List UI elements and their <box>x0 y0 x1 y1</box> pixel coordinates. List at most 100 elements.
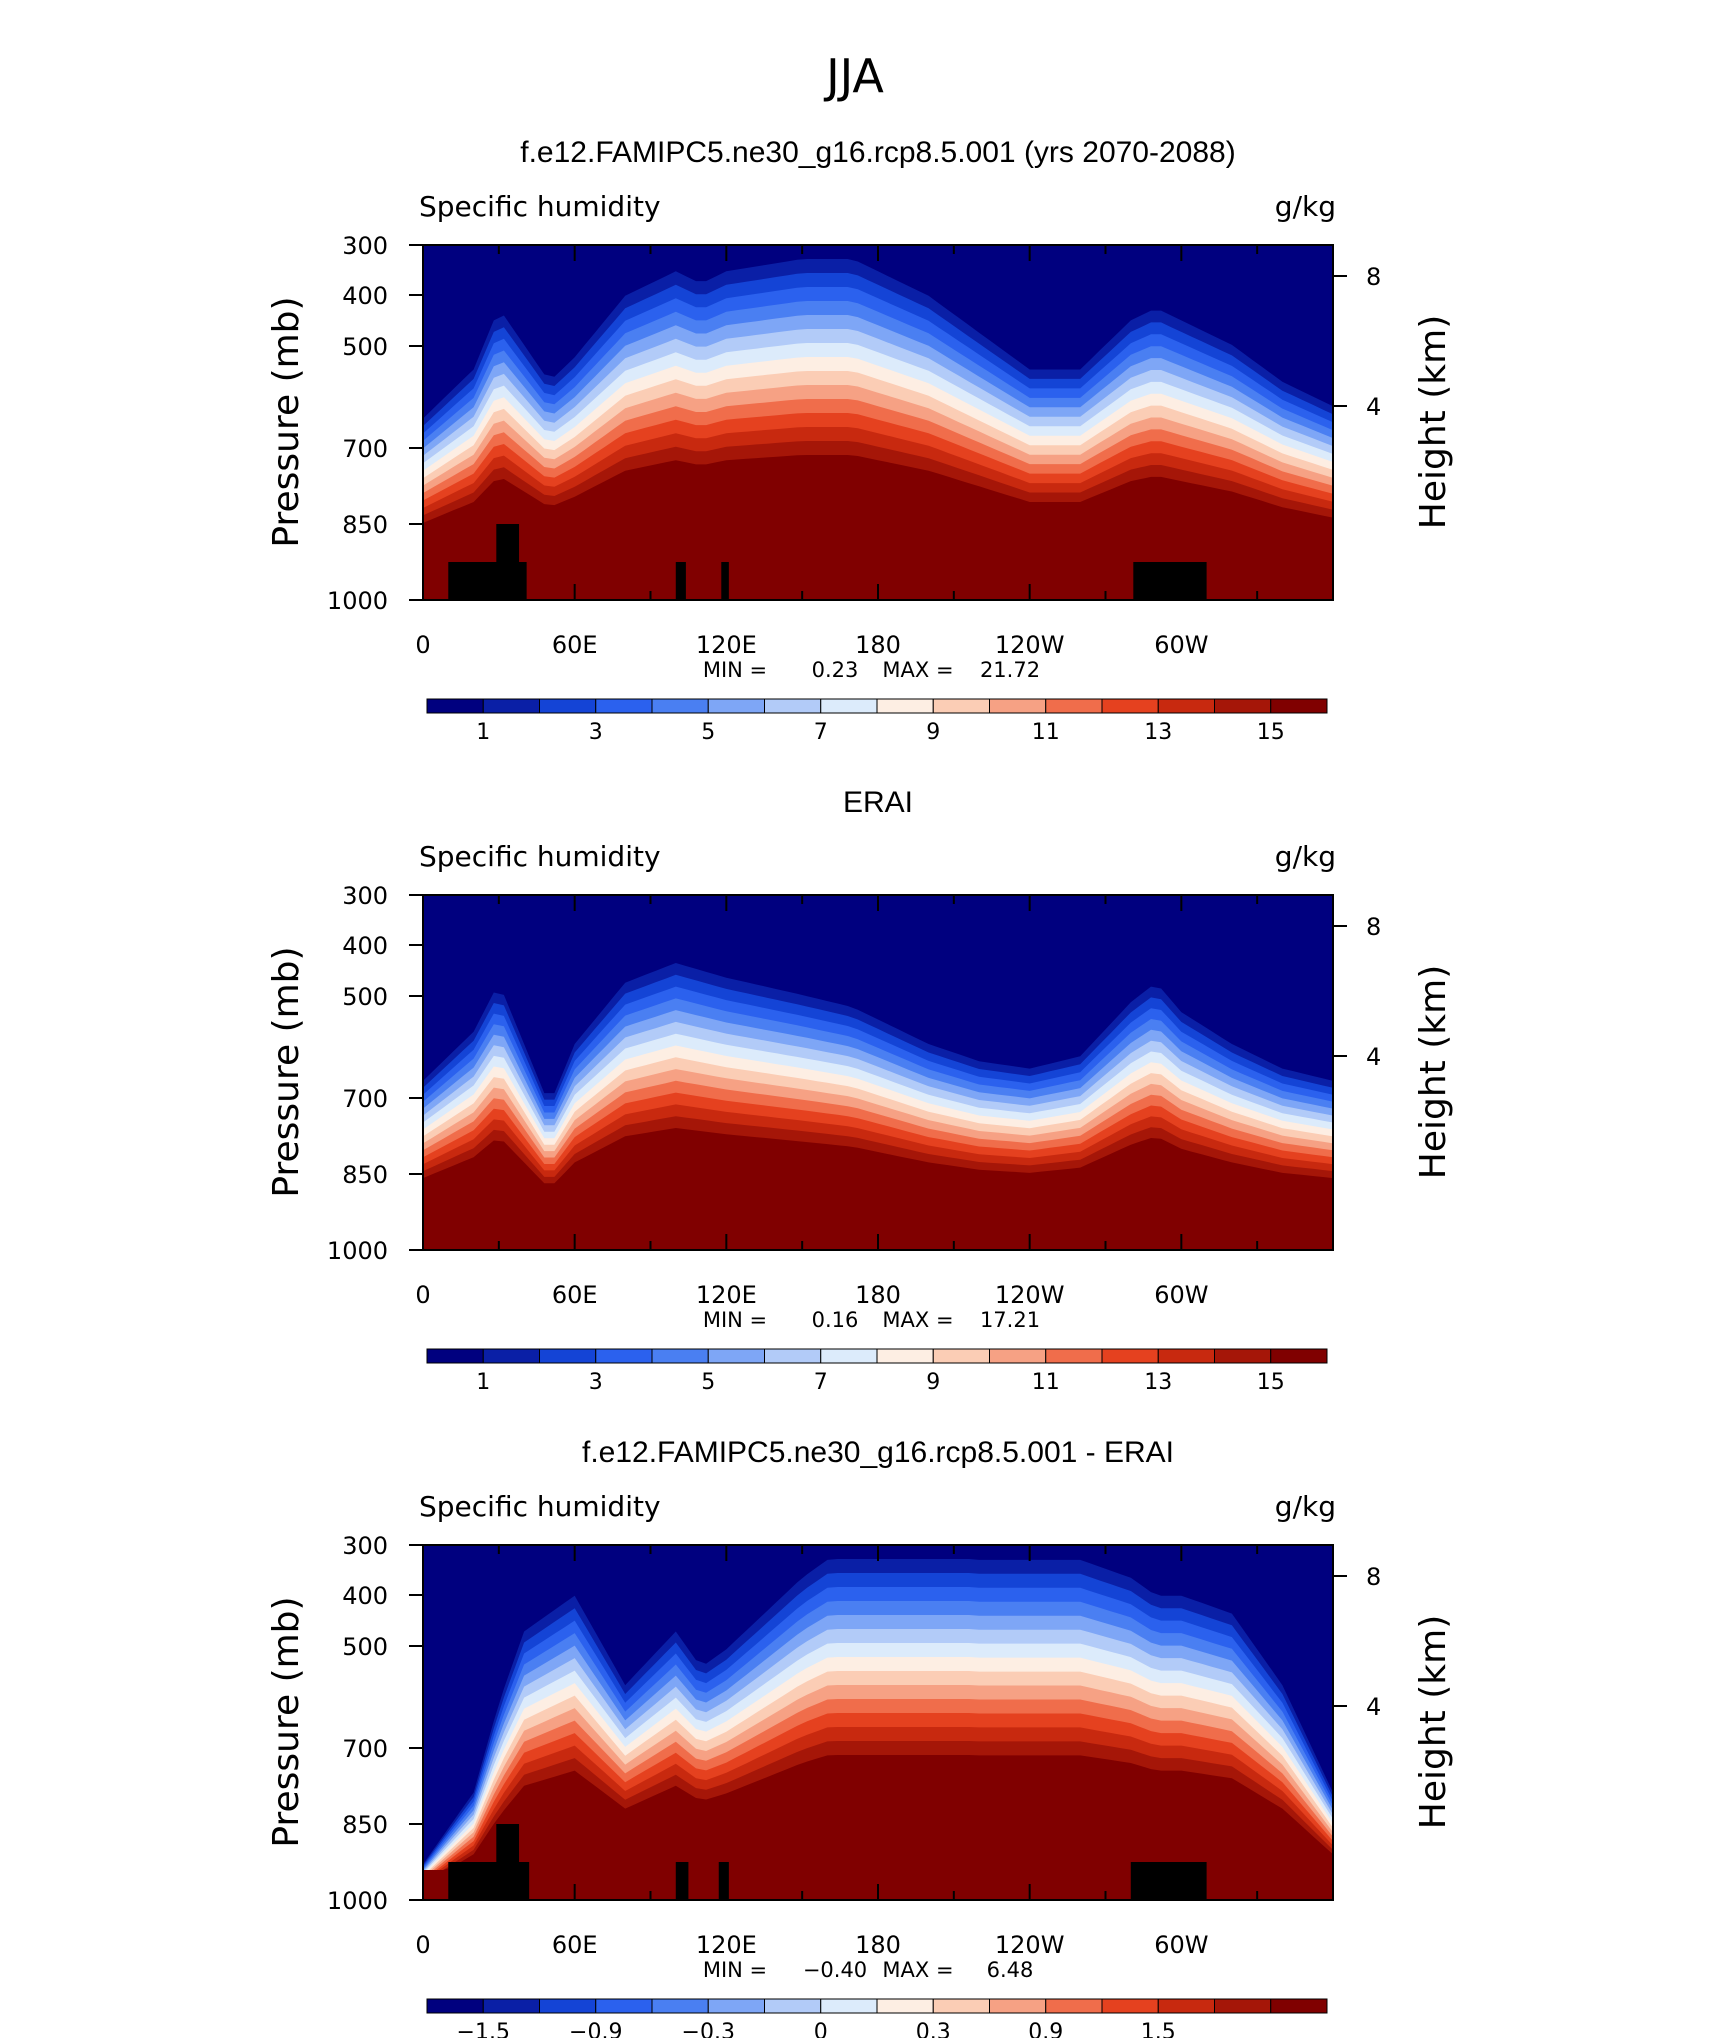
panel-title: f.e12.FAMIPC5.ne30_g16.rcp8.5.001 - ERAI <box>582 1436 1174 1469</box>
colorbar-swatch <box>1045 698 1103 714</box>
colorbar-swatch <box>876 698 934 714</box>
contour-band <box>423 1755 1333 1900</box>
pressure-tick-label: 500 <box>342 1633 388 1661</box>
colorbar-label: −1.5 <box>457 2020 510 2038</box>
colorbar: 1 3 5 7 9 11 13 15 <box>426 1348 1328 1395</box>
lon-tick-label: 0 <box>415 1931 430 1959</box>
colorbar-swatch <box>707 1998 765 2014</box>
units-label: g/kg <box>1275 840 1336 873</box>
variable-label: Specific humidity <box>419 190 661 223</box>
height-tick-label: 8 <box>1366 1563 1381 1591</box>
panel-title: f.e12.FAMIPC5.ne30_g16.rcp8.5.001 (yrs 2… <box>520 136 1235 169</box>
terrain-block <box>496 524 520 600</box>
panel-title: ERAI <box>843 786 913 819</box>
colorbar-swatch <box>707 1348 765 1364</box>
colorbar-swatch <box>764 698 822 714</box>
pressure-tick-label: 400 <box>342 282 388 310</box>
y-axis-label-left: Pressure (mb) <box>266 296 307 547</box>
colorbar-swatch <box>1214 1348 1272 1364</box>
colorbar-swatch <box>764 1348 822 1364</box>
colorbar-swatch <box>482 1998 540 2014</box>
colorbar-label: 5 <box>701 1370 715 1395</box>
lon-tick-label: 60E <box>552 1931 598 1959</box>
pressure-tick-label: 850 <box>342 1161 388 1189</box>
colorbar-swatch <box>651 1348 709 1364</box>
colorbar: 1 3 5 7 9 11 13 15 <box>426 698 1328 745</box>
colorbar-label: 15 <box>1257 1370 1285 1395</box>
pressure-tick-label: 500 <box>342 333 388 361</box>
lon-tick-label: 120W <box>995 1931 1065 1959</box>
lon-tick-label: 60W <box>1154 1281 1208 1309</box>
max-label: MAX = <box>882 1958 953 1982</box>
colorbar-swatch <box>764 1998 822 2014</box>
colorbar-swatch <box>1270 698 1328 714</box>
pressure-tick-label: 500 <box>342 983 388 1011</box>
colorbar-swatch <box>1101 698 1159 714</box>
colorbar-label: 3 <box>589 720 603 745</box>
lon-tick-label: 0 <box>415 1281 430 1309</box>
colorbar-swatch <box>1045 1348 1103 1364</box>
colorbar-label: 0.9 <box>1028 2020 1063 2038</box>
lon-tick-label: 120E <box>696 1931 757 1959</box>
colorbar-swatch <box>932 698 990 714</box>
lon-tick-label: 60E <box>552 1281 598 1309</box>
max-label: MAX = <box>882 658 953 682</box>
figure-title: JJA <box>823 49 884 103</box>
min-value: −0.40 <box>803 1958 867 1982</box>
colorbar-swatch <box>595 1348 653 1364</box>
lon-tick-label: 60E <box>552 631 598 659</box>
terrain-block <box>721 562 729 600</box>
max-value: 6.48 <box>987 1958 1034 1982</box>
min-label: MIN = <box>703 658 767 682</box>
colorbar-swatch <box>932 1998 990 2014</box>
lon-tick-label: 60W <box>1154 631 1208 659</box>
colorbar-swatch <box>1157 1998 1215 2014</box>
terrain-block <box>718 1862 729 1900</box>
colorbar-swatch <box>820 1998 878 2014</box>
colorbar-swatch <box>1214 1998 1272 2014</box>
terrain-block <box>675 562 686 600</box>
colorbar-swatch <box>482 698 540 714</box>
colorbar-swatch <box>539 1348 597 1364</box>
colorbar-swatch <box>707 698 765 714</box>
lon-tick-label: 120E <box>696 631 757 659</box>
pressure-tick-label: 1000 <box>327 1237 388 1265</box>
contour-field <box>423 245 1333 600</box>
y-axis-label-left: Pressure (mb) <box>266 1596 307 1847</box>
colorbar-swatch <box>482 1348 540 1364</box>
colorbar-swatch <box>651 1998 709 2014</box>
pressure-tick-label: 700 <box>342 435 388 463</box>
colorbar-swatch <box>989 698 1047 714</box>
y-axis-label-left: Pressure (mb) <box>266 946 307 1197</box>
pressure-tick-label: 1000 <box>327 587 388 615</box>
colorbar-swatch <box>820 1348 878 1364</box>
colorbar-swatch <box>539 1998 597 2014</box>
colorbar-label: 13 <box>1144 1370 1172 1395</box>
contour-band <box>423 1128 1333 1250</box>
min-label: MIN = <box>703 1308 767 1332</box>
panels: f.e12.FAMIPC5.ne30_g16.rcp8.5.001 (yrs 2… <box>266 136 1454 2038</box>
variable-label: Specific humidity <box>419 1490 661 1523</box>
lon-tick-label: 180 <box>855 1931 901 1959</box>
panel-1: f.e12.FAMIPC5.ne30_g16.rcp8.5.001 (yrs 2… <box>266 136 1454 745</box>
pressure-tick-label: 850 <box>342 1811 388 1839</box>
min-label: MIN = <box>703 1958 767 1982</box>
height-tick-label: 8 <box>1366 263 1381 291</box>
colorbar-label: 1 <box>476 1370 490 1395</box>
variable-label: Specific humidity <box>419 840 661 873</box>
colorbar-swatch <box>539 698 597 714</box>
colorbar-swatch <box>876 1998 934 2014</box>
y-axis-label-right: Height (km) <box>1413 315 1454 529</box>
pressure-tick-label: 300 <box>342 882 388 910</box>
colorbar: −1.5 −0.9 −0.3 0 0.3 0.9 1.5 <box>426 1998 1328 2038</box>
max-value: 21.72 <box>980 658 1040 682</box>
pressure-tick-label: 700 <box>342 1085 388 1113</box>
colorbar-swatch <box>426 698 484 714</box>
contour-band <box>423 455 1333 600</box>
height-tick-label: 8 <box>1366 913 1381 941</box>
height-tick-label: 4 <box>1366 1043 1381 1071</box>
max-label: MAX = <box>882 1308 953 1332</box>
terrain-block <box>675 1862 689 1900</box>
lon-tick-label: 60W <box>1154 1931 1208 1959</box>
